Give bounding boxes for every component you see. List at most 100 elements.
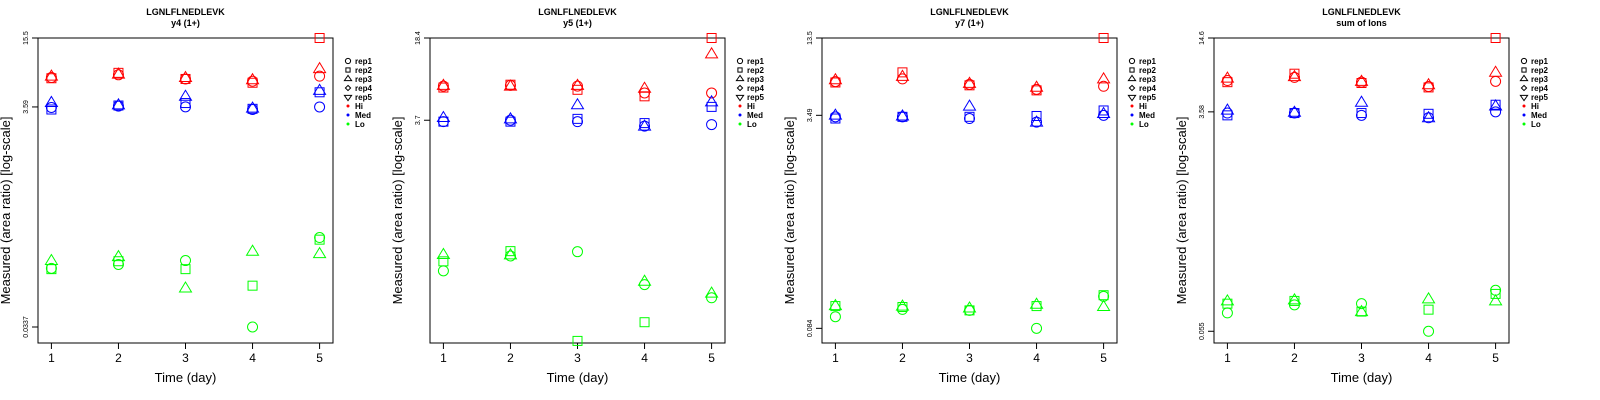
data-point-hi-rep3 bbox=[1421, 77, 1436, 90]
data-point-med-rep3 bbox=[1096, 106, 1111, 119]
legend-label: rep2 bbox=[355, 66, 372, 75]
data-point-med-rep1 bbox=[1490, 106, 1502, 118]
data-point-lo-rep3 bbox=[1421, 291, 1436, 304]
legend-label: rep2 bbox=[1139, 66, 1156, 75]
y-axis-label: Measured (area ratio) [log-scale] bbox=[784, 117, 797, 305]
data-point-lo-rep3 bbox=[111, 249, 126, 262]
data-point-lo-rep1 bbox=[1288, 299, 1300, 311]
x-tick-label: 2 bbox=[1291, 351, 1298, 365]
legend-label: rep1 bbox=[1531, 57, 1548, 66]
data-point-med-rep3 bbox=[111, 97, 126, 110]
data-point-lo-rep3 bbox=[828, 298, 843, 311]
data-point-med-rep3 bbox=[312, 83, 327, 95]
legend-label: rep3 bbox=[1531, 75, 1548, 84]
data-point-med-rep2 bbox=[180, 98, 191, 109]
data-point-lo-rep3 bbox=[1220, 293, 1235, 306]
y-tick-label: 3.59 bbox=[23, 100, 30, 114]
x-tick-label: 1 bbox=[1224, 351, 1231, 365]
legend-label: Lo bbox=[1531, 120, 1541, 129]
legend-marker-med bbox=[738, 113, 742, 117]
data-point-lo-rep2 bbox=[113, 256, 124, 267]
data-point-lo-rep2 bbox=[1222, 298, 1233, 309]
legend-label: rep5 bbox=[355, 93, 372, 102]
data-point-lo-rep2 bbox=[1423, 304, 1434, 315]
data-point-hi-rep2 bbox=[314, 33, 325, 43]
data-point-lo-rep3 bbox=[1287, 292, 1302, 305]
data-point-hi-rep3 bbox=[1488, 65, 1503, 77]
data-point-lo-rep3 bbox=[178, 281, 193, 293]
data-point-hi-rep2 bbox=[1098, 33, 1109, 43]
chart-subtitle: y4 (1+) bbox=[171, 18, 200, 28]
data-point-lo-rep3 bbox=[312, 246, 327, 259]
data-point-hi-rep1 bbox=[180, 73, 191, 85]
data-point-lo-rep2 bbox=[830, 301, 841, 312]
legend-label: rep5 bbox=[747, 93, 764, 102]
data-point-med-rep3 bbox=[828, 108, 843, 120]
legend-marker-rep2 bbox=[1521, 67, 1527, 73]
data-point-med-rep3 bbox=[503, 111, 518, 124]
data-point-hi-rep3 bbox=[503, 79, 518, 91]
data-point-lo-rep3 bbox=[1488, 293, 1503, 306]
legend-label: rep1 bbox=[355, 57, 372, 66]
data-point-lo-rep3 bbox=[895, 299, 910, 311]
plot-frame bbox=[429, 37, 726, 344]
legend-label: Med bbox=[747, 111, 763, 120]
legend-label: Med bbox=[1531, 111, 1547, 120]
data-point-med-rep1 bbox=[1356, 109, 1367, 121]
data-point-med-rep3 bbox=[1354, 95, 1369, 107]
x-tick-label: 4 bbox=[1033, 351, 1040, 365]
legend-marker-rep2 bbox=[1129, 67, 1135, 73]
data-point-hi-rep2 bbox=[1289, 68, 1300, 79]
legend-marker-hi bbox=[738, 104, 742, 108]
data-point-med-rep1 bbox=[180, 101, 191, 113]
data-point-med-rep1 bbox=[1031, 116, 1043, 128]
data-point-lo-rep2 bbox=[180, 264, 191, 275]
chart-panel-sum: LGNLFLNEDLEVK sum of Ions 1 2 3 4 5 Time (day) 1… bbox=[1176, 0, 1568, 400]
data-point-lo-rep1 bbox=[180, 255, 191, 267]
x-axis-label: Time (day) bbox=[1331, 370, 1393, 385]
data-point-hi-rep3 bbox=[962, 76, 977, 88]
data-point-lo-rep1 bbox=[1356, 298, 1367, 310]
legend-marker-rep3 bbox=[1519, 74, 1529, 82]
legend-label: rep4 bbox=[1139, 84, 1156, 93]
data-point-hi-rep3 bbox=[436, 78, 451, 90]
chart-title: LGNLFLNEDLEVK bbox=[930, 7, 1009, 17]
data-point-med-rep3 bbox=[637, 119, 652, 131]
legend-marker-lo bbox=[738, 122, 742, 126]
data-point-lo-rep2 bbox=[438, 256, 449, 267]
data-point-med-rep3 bbox=[1029, 115, 1044, 127]
x-tick-label: 3 bbox=[1358, 351, 1365, 365]
plot-frame bbox=[1213, 37, 1510, 344]
y-axis-label: Measured (area ratio) [log-scale] bbox=[0, 117, 13, 305]
data-point-lo-rep1 bbox=[706, 292, 718, 304]
legend-marker-rep5 bbox=[735, 94, 745, 102]
legend-marker-rep3 bbox=[735, 74, 745, 82]
legend-label: rep5 bbox=[1531, 93, 1548, 102]
data-point-hi-rep1 bbox=[639, 87, 651, 99]
data-point-hi-rep3 bbox=[828, 72, 843, 85]
x-axis-label: Time (day) bbox=[155, 370, 217, 385]
data-point-hi-rep2 bbox=[897, 67, 908, 78]
x-tick-label: 5 bbox=[1492, 351, 1499, 365]
x-tick-label: 4 bbox=[641, 351, 648, 365]
legend-marker-rep3 bbox=[1127, 74, 1137, 82]
data-point-hi-rep1 bbox=[1098, 80, 1110, 92]
y-tick-label: 3.7 bbox=[415, 115, 422, 125]
x-tick-label: 1 bbox=[48, 351, 55, 365]
data-point-hi-rep2 bbox=[247, 77, 258, 88]
x-tick-label: 2 bbox=[899, 351, 906, 365]
data-point-hi-rep3 bbox=[1354, 74, 1369, 86]
data-point-hi-rep3 bbox=[44, 69, 59, 81]
y-tick-label: 15.5 bbox=[23, 31, 30, 45]
data-point-med-rep1 bbox=[572, 116, 583, 128]
legend-label: rep3 bbox=[747, 75, 764, 84]
legend-label: rep1 bbox=[1139, 57, 1156, 66]
x-tick-label: 5 bbox=[316, 351, 323, 365]
data-point-lo-rep1 bbox=[314, 232, 326, 244]
data-point-lo-rep3 bbox=[245, 244, 260, 256]
data-point-hi-rep2 bbox=[1031, 85, 1042, 96]
legend-marker-hi bbox=[1522, 104, 1526, 108]
legend-label: rep5 bbox=[1139, 93, 1156, 102]
legend-label: rep3 bbox=[1139, 75, 1156, 84]
